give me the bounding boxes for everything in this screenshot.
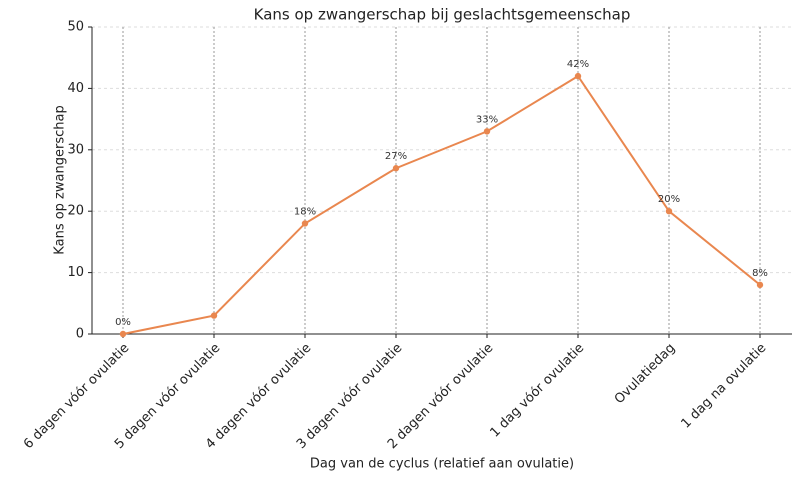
x-tick-label: 5 dagen vóór ovulatie: [112, 341, 223, 452]
point: [392, 165, 400, 172]
x-tick-label: Ovulatiedag: [612, 341, 678, 407]
value-label: 20%: [658, 194, 680, 205]
axes: [91, 27, 792, 335]
x-tick-label: 1 dag vóór ovulatie: [487, 341, 587, 441]
value-label: 27%: [385, 151, 407, 162]
x-tick-label: 4 dagen vóór ovulatie: [203, 341, 314, 452]
y-tick-label: 20: [67, 204, 84, 219]
point: [756, 281, 764, 289]
y-tick-label: 40: [67, 81, 84, 96]
y-tick-label: 50: [67, 20, 84, 35]
point: [301, 220, 309, 227]
x-axis-label: Dag van de cyclus (relatief aan ovulatie…: [310, 457, 574, 472]
point: [119, 330, 127, 338]
point: [483, 128, 491, 135]
line: [122, 74, 761, 335]
y-axis-label: Kans op zwangerschap: [53, 105, 68, 254]
x-tick-label: 3 dagen vóór ovulatie: [294, 341, 405, 452]
point: [574, 72, 582, 80]
x-tick-label: 1 dag na ovulatie: [678, 341, 769, 432]
value-label: 0%: [115, 317, 131, 328]
x-tick-label: 2 dagen vóór ovulatie: [385, 341, 496, 452]
value-label: 8%: [752, 268, 768, 279]
point: [210, 312, 218, 319]
value-label: 42%: [567, 59, 589, 70]
x-tick-label: 6 dagen vóór ovulatie: [21, 341, 132, 452]
value-label: 33%: [476, 114, 498, 125]
value-label: 18%: [294, 206, 316, 217]
point: [665, 208, 673, 215]
y-tick-label: 0: [76, 327, 84, 342]
chart-title: Kans op zwangerschap bij geslachtsgemeen…: [254, 6, 631, 24]
y-tick-label: 30: [67, 142, 84, 157]
y-tick-label: 10: [67, 265, 84, 280]
